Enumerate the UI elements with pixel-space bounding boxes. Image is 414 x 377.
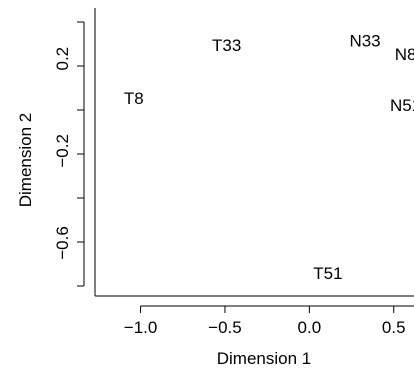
x-tick-label: −0.5 [208,318,242,337]
axes: −1.0 −0.5 0.0 0.5 0.2 −0.2 −0.6 [53,8,414,337]
y-axis-label: Dimension 2 [16,113,35,208]
x-tick-label: 0.5 [382,318,406,337]
point-label-n8: N8 [395,45,414,64]
y-tick-label: −0.2 [53,134,72,168]
data-points: T33 N33 N8 T8 N51 T51 [124,31,414,283]
x-axis-label: Dimension 1 [217,349,312,368]
x-tick-label: 0.0 [298,318,322,337]
point-label-n51: N51 [390,96,414,115]
point-label-t51: T51 [313,264,342,283]
y-tick-label: 0.2 [53,47,72,71]
y-tick-label: −0.6 [53,226,72,260]
x-tick-label: −1.0 [124,318,158,337]
point-label-t33: T33 [212,36,241,55]
point-label-t8: T8 [124,89,144,108]
point-label-n33: N33 [349,31,380,50]
